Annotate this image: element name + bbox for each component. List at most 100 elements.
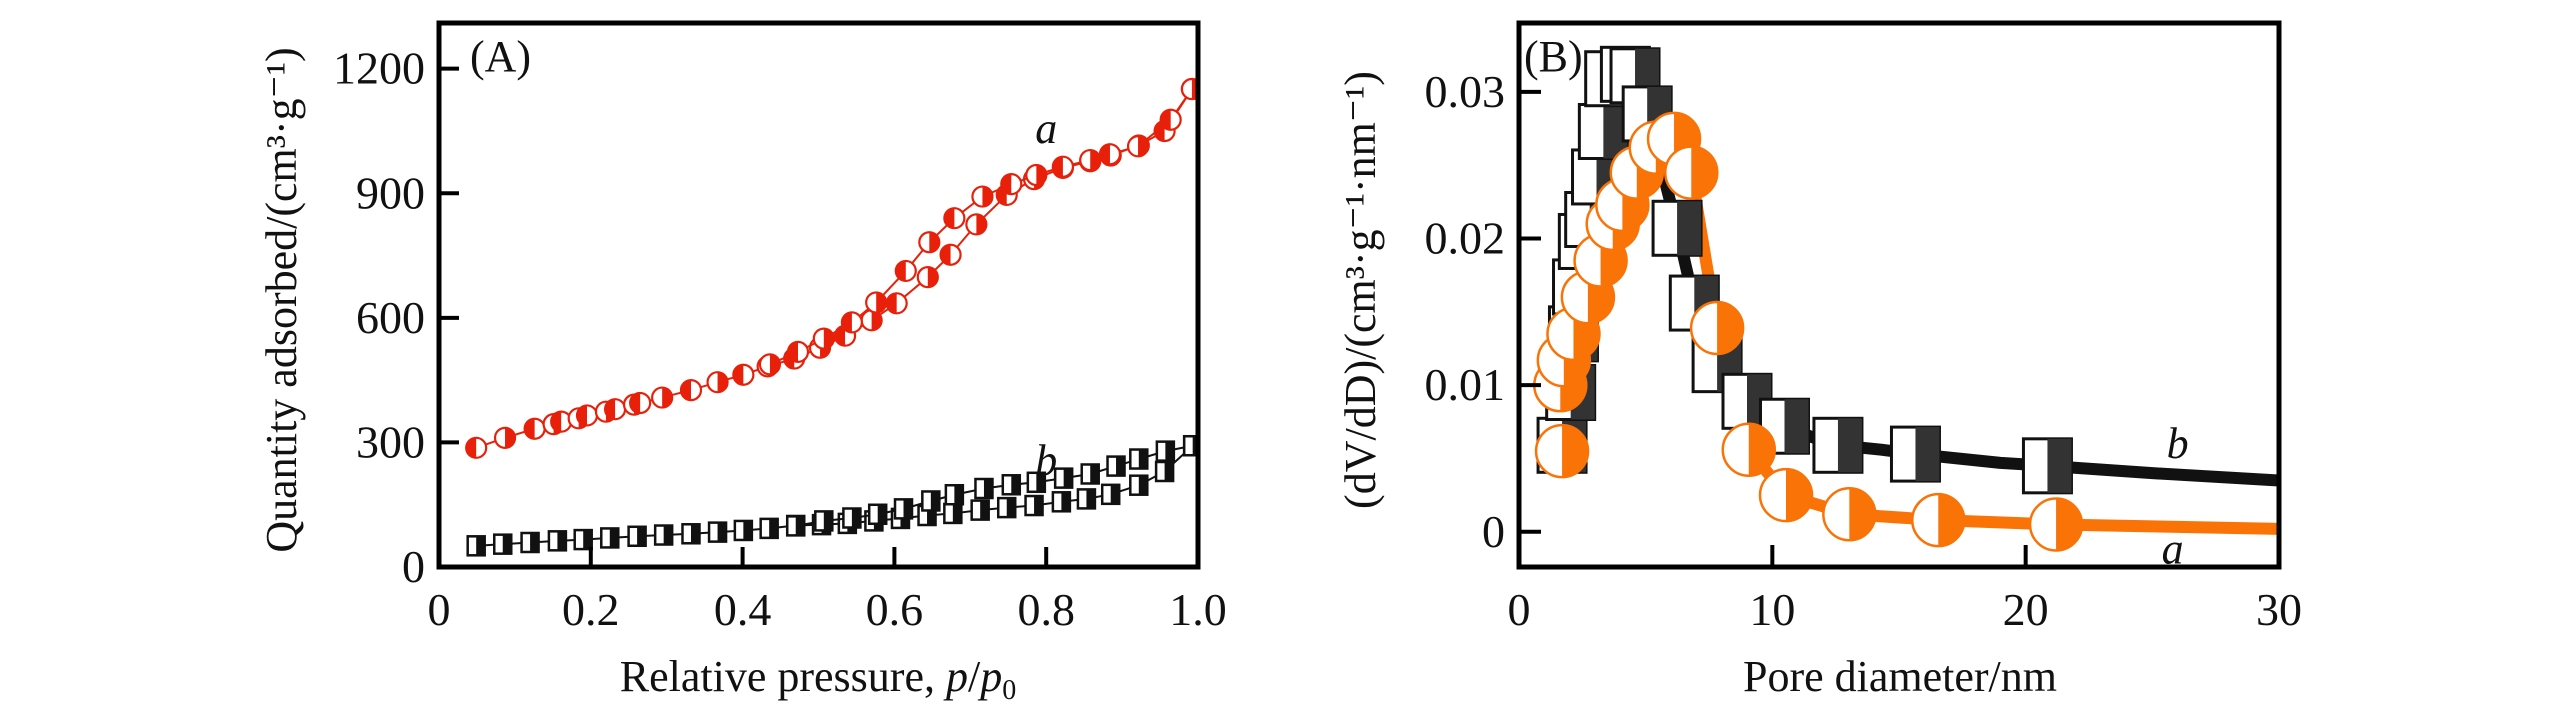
data-point <box>550 410 573 433</box>
data-point <box>1129 448 1149 470</box>
data-point <box>1051 155 1074 178</box>
data-point <box>1155 440 1176 462</box>
data-point <box>1889 425 1941 483</box>
data-point <box>1812 416 1864 474</box>
panel-label-b: (B) <box>1524 32 1583 81</box>
data-point <box>1182 434 1198 457</box>
x-tick-label: 20 <box>2003 584 2049 635</box>
data-point <box>1758 397 1810 455</box>
data-point <box>1106 455 1126 477</box>
data-point <box>842 507 862 529</box>
data-point <box>1577 103 1629 161</box>
data-point <box>865 291 888 314</box>
x-tick-label: 10 <box>1749 584 1795 635</box>
series-line-b-adsorption <box>476 445 1194 547</box>
data-point <box>707 521 728 543</box>
data-point <box>1822 486 1877 542</box>
plot-frame-a <box>436 20 1201 570</box>
data-point <box>786 340 810 363</box>
data-point <box>970 499 990 521</box>
data-point <box>493 426 517 449</box>
x-axis-title-a-slash: / <box>968 652 981 701</box>
x-tick-label: 0.2 <box>562 584 620 635</box>
plot-area-a <box>465 77 1198 557</box>
data-point <box>1100 483 1121 506</box>
data-point <box>943 502 963 525</box>
data-point <box>706 371 729 394</box>
data-point <box>1079 148 1102 172</box>
x-tick-label: 1.0 <box>1169 584 1227 635</box>
x-tick-label: 0 <box>1508 584 1531 635</box>
data-point <box>1024 494 1044 517</box>
ticks-a: 0 0.2 0.4 0.6 0.8 1.0 0 300 600 900 1200 <box>333 43 1227 635</box>
data-point <box>814 510 834 532</box>
data-point <box>523 417 546 440</box>
panel-label-a: (A) <box>470 32 531 81</box>
data-point <box>885 292 908 315</box>
y-tick-label: 900 <box>356 167 425 218</box>
series-line-b-desorption <box>795 444 1193 527</box>
data-point <box>1664 145 1719 200</box>
data-point <box>1159 108 1182 131</box>
data-point <box>465 436 488 459</box>
y-tick-label: 1200 <box>333 43 425 94</box>
data-point <box>1911 492 1966 548</box>
data-point <box>2028 497 2084 552</box>
data-point <box>493 533 513 555</box>
data-point <box>466 535 486 557</box>
y-tick-label: 300 <box>356 416 425 467</box>
data-point <box>520 531 540 554</box>
data-point <box>916 266 939 289</box>
series-label-a: a <box>1035 104 1057 153</box>
x-tick-label: 0 <box>428 584 451 635</box>
data-point <box>921 490 941 512</box>
data-point <box>733 519 754 542</box>
data-point <box>965 213 988 236</box>
data-point <box>1129 474 1149 496</box>
data-point <box>996 496 1017 519</box>
data-point <box>758 353 782 376</box>
data-point <box>1758 467 1814 523</box>
x-axis-title-a-var2: p <box>977 652 1002 701</box>
data-point <box>1026 471 1047 494</box>
data-point <box>1051 491 1072 513</box>
x-tick-label: 0.6 <box>866 584 924 635</box>
data-point <box>600 527 620 549</box>
data-point <box>860 309 883 332</box>
data-point <box>1000 173 1023 196</box>
data-point <box>627 525 647 548</box>
data-point <box>918 231 941 254</box>
y-tick-label: 600 <box>356 292 425 343</box>
data-point <box>679 378 703 402</box>
x-axis-title-b: Pore diameter/nm <box>1743 652 2057 701</box>
x-axis-title-a-sub: 0 <box>1002 675 1016 706</box>
data-point <box>893 498 914 520</box>
data-point <box>681 523 701 545</box>
y-tick-label: 0.02 <box>1425 213 1506 264</box>
data-point <box>939 243 962 266</box>
data-point <box>759 517 779 540</box>
data-point <box>1154 460 1175 483</box>
plot-area-b <box>1533 45 2279 552</box>
data-point <box>1076 488 1097 510</box>
y-tick-label: 0.01 <box>1425 359 1506 410</box>
data-point <box>2021 437 2073 495</box>
data-point <box>1534 423 1590 479</box>
data-point <box>1126 135 1150 158</box>
series-label-b: b <box>2167 419 2189 468</box>
y-tick-label: 0 <box>402 541 425 592</box>
series-line-a-adsorption <box>475 88 1193 449</box>
data-point <box>1098 143 1122 166</box>
data-point <box>653 524 674 546</box>
data-point <box>573 528 593 551</box>
plot-frame-b <box>1516 20 2282 570</box>
data-point <box>732 363 755 386</box>
data-point <box>651 386 674 409</box>
data-point <box>1025 163 1048 187</box>
x-tick-label: 0.4 <box>714 584 772 635</box>
x-tick-label: 30 <box>2256 584 2302 635</box>
chart-panel-a: 0 0.2 0.4 0.6 0.8 1.0 0 300 600 900 1200 (A) Relat… <box>257 20 1227 706</box>
y-axis-title-b: (dV/dD)/(cm³·g⁻¹·nm⁻¹) <box>1336 71 1385 509</box>
x-axis-title-a: Relative pressure, p/p0 <box>620 652 1016 706</box>
